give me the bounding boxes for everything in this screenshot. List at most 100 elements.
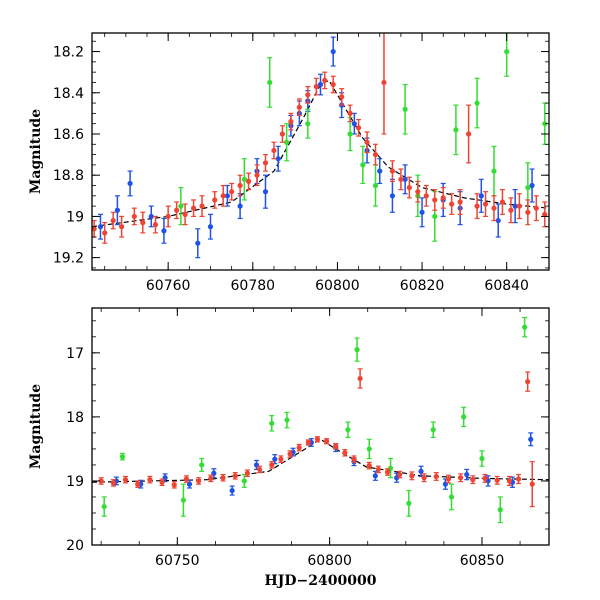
data-point	[453, 127, 459, 133]
data-point	[212, 197, 218, 203]
data-point	[220, 475, 226, 481]
data-point	[402, 176, 408, 182]
data-point	[479, 455, 485, 462]
data-point	[440, 195, 446, 201]
data-point	[499, 199, 506, 205]
data-point	[347, 110, 353, 116]
data-point	[491, 205, 497, 211]
data-point	[449, 201, 455, 207]
data-point	[152, 222, 159, 228]
y-tick-label: 19.2	[53, 251, 84, 267]
data-point	[482, 475, 488, 481]
data-point	[448, 494, 455, 500]
data-point	[171, 482, 177, 488]
data-point	[372, 182, 379, 189]
data-point	[333, 443, 339, 449]
x-tick-label: 60750	[155, 553, 200, 569]
data-point	[433, 473, 439, 480]
data-point	[406, 500, 412, 506]
x-axis-label: HJD−2400000	[265, 573, 377, 589]
data-point	[237, 182, 243, 189]
data-point	[402, 106, 408, 112]
bottom-panel: 60750 60800 60850 17 18 19 20 Magnitude HJD−2400…	[28, 307, 550, 589]
data-point	[366, 462, 372, 469]
data-point	[119, 454, 126, 460]
data-point	[506, 478, 512, 484]
data-point	[220, 193, 226, 199]
data-point	[174, 207, 180, 213]
y-axis-label: Magnitude	[28, 384, 44, 469]
x-tick-label: 60850	[460, 553, 505, 569]
data-point	[284, 417, 290, 423]
data-point	[364, 139, 370, 145]
data-point	[199, 462, 205, 468]
x-tick-label: 60820	[400, 278, 445, 294]
data-point	[114, 207, 120, 213]
data-point	[389, 193, 396, 199]
data-point	[314, 436, 321, 442]
data-point	[525, 379, 531, 385]
data-point	[381, 79, 387, 86]
data-point	[432, 213, 438, 220]
y-tick-label: 18	[66, 410, 84, 426]
data-point	[528, 436, 534, 442]
data-point	[461, 414, 467, 420]
data-point	[478, 193, 484, 199]
data-point	[323, 438, 330, 444]
data-point	[305, 92, 311, 98]
data-point	[159, 479, 165, 485]
data-point	[466, 131, 472, 137]
data-point	[135, 481, 141, 487]
data-point	[211, 470, 217, 476]
data-point	[445, 476, 452, 482]
data-point	[267, 79, 273, 86]
data-point	[317, 81, 324, 88]
data-point	[366, 446, 372, 452]
data-point	[525, 209, 531, 215]
data-point	[351, 121, 357, 127]
data-point	[474, 203, 480, 209]
y-tick-label: 17	[66, 346, 84, 362]
data-point	[208, 475, 214, 481]
data-point	[190, 205, 197, 211]
data-point	[279, 131, 286, 137]
data-point	[515, 476, 522, 482]
data-point	[497, 507, 503, 513]
data-point	[183, 476, 190, 482]
data-point	[339, 94, 345, 100]
x-tick-label: 60760	[146, 278, 191, 294]
data-point	[288, 119, 294, 125]
model-curve	[92, 79, 549, 228]
y-tick-label: 18.6	[53, 127, 84, 143]
data-point	[196, 478, 202, 484]
data-point	[406, 184, 412, 191]
y-tick-label: 18.8	[53, 168, 84, 184]
data-point	[147, 477, 153, 483]
data-point	[347, 131, 353, 137]
data-point	[275, 156, 281, 162]
data-point	[355, 125, 362, 131]
data-point	[330, 81, 336, 88]
data-point	[504, 48, 510, 55]
data-point	[495, 217, 501, 224]
data-point	[140, 220, 146, 226]
data-point	[458, 475, 464, 481]
data-point	[262, 189, 269, 195]
data-point	[284, 139, 290, 145]
data-point	[516, 203, 522, 209]
x-tick-label: 60840	[484, 278, 529, 294]
data-point	[351, 456, 357, 462]
data-point	[195, 240, 201, 246]
data-point	[398, 176, 404, 182]
data-point	[529, 481, 535, 487]
y-tick-label: 19	[66, 474, 84, 490]
data-point	[419, 209, 425, 215]
data-point	[423, 193, 429, 199]
data-point	[542, 211, 548, 217]
data-point	[421, 475, 427, 481]
data-point	[245, 178, 252, 184]
data-point	[110, 217, 116, 224]
data-point	[241, 176, 247, 182]
x-tick-label: 60780	[231, 278, 276, 294]
data-point	[375, 466, 381, 473]
